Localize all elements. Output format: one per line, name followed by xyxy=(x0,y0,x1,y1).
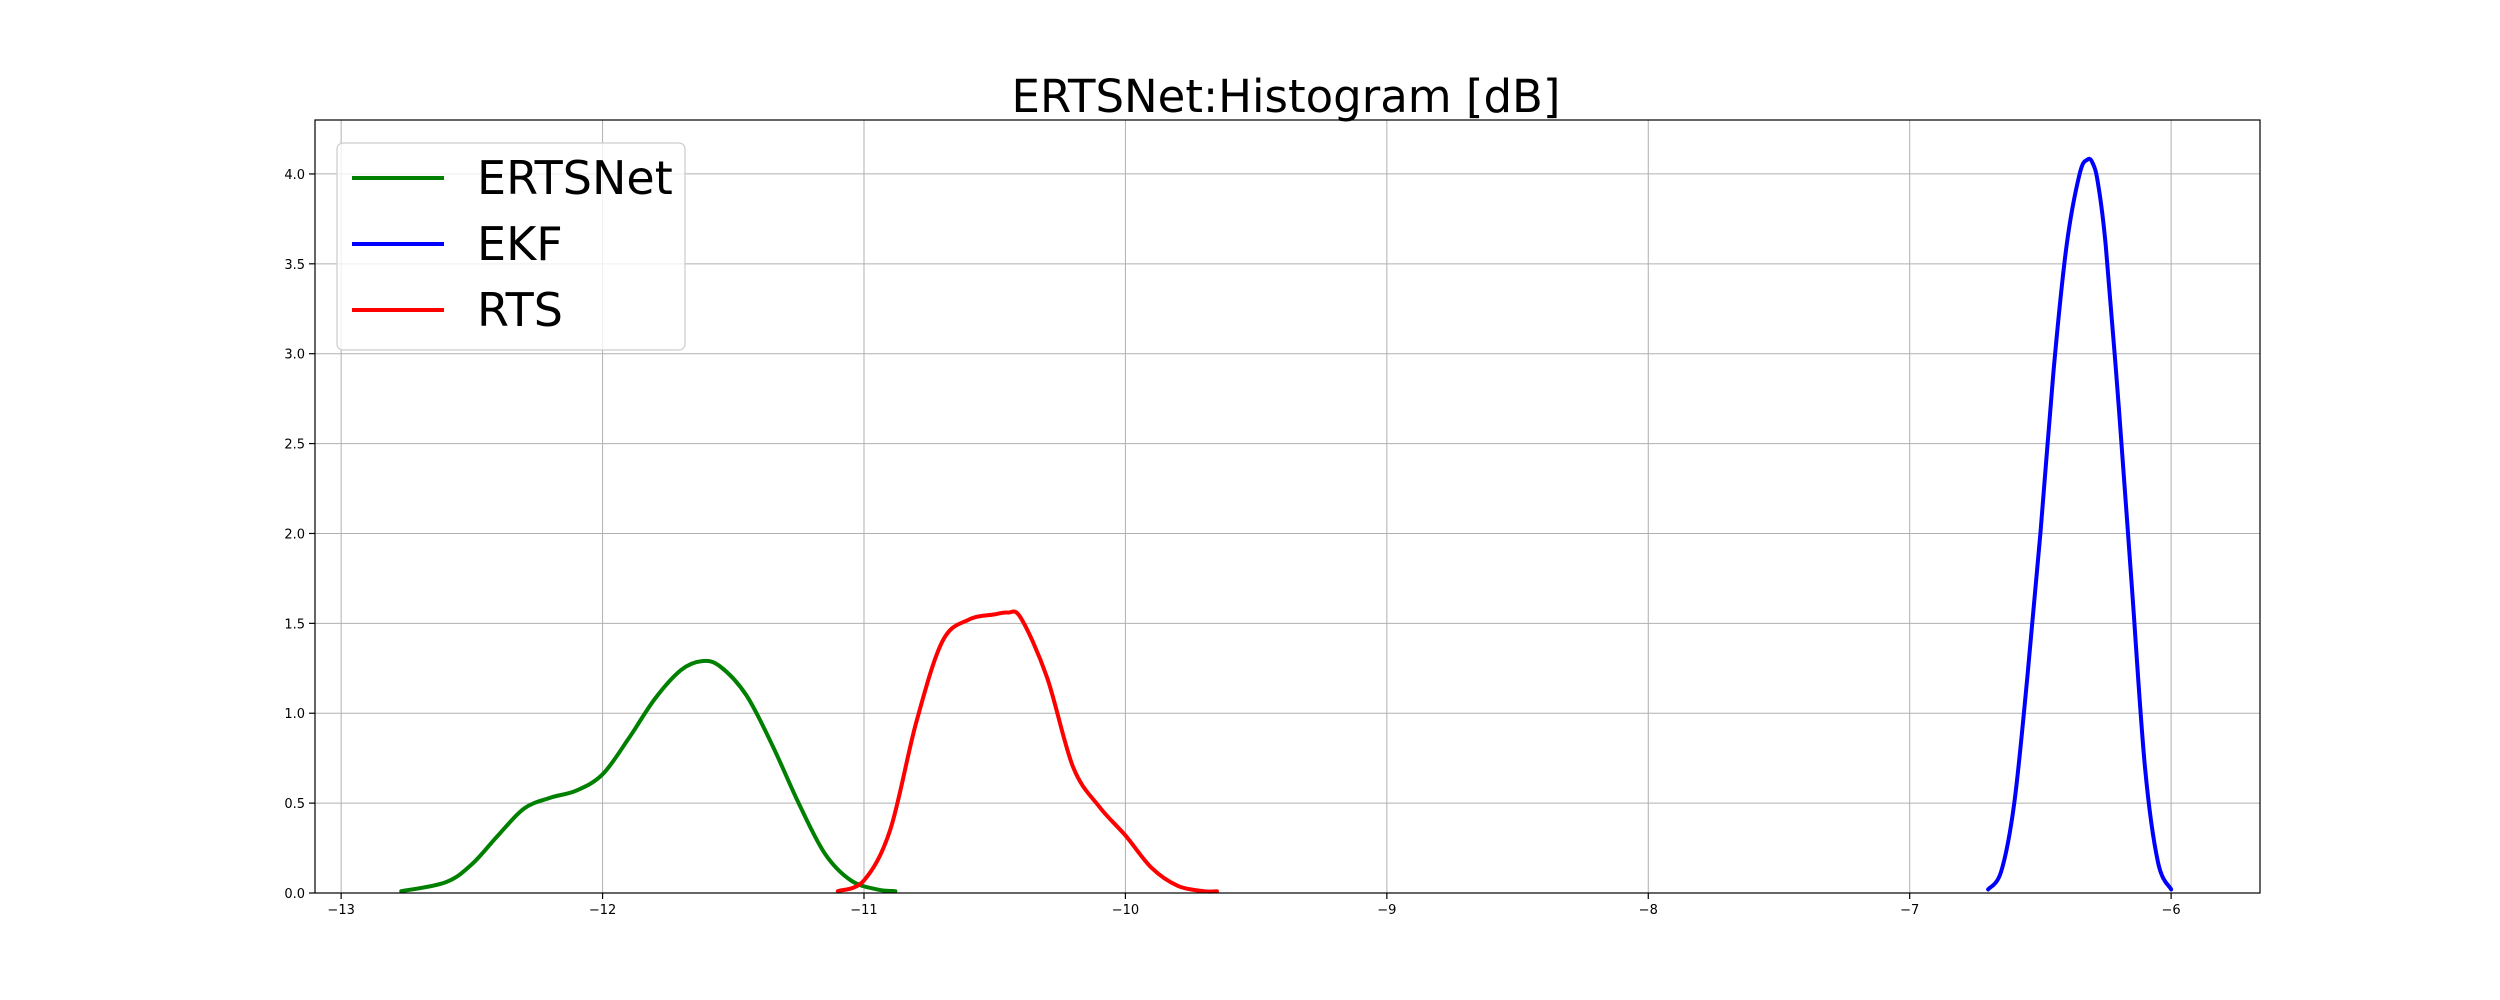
y-tick-label: 4.0 xyxy=(284,168,305,183)
y-tick-label: 2.0 xyxy=(284,527,305,542)
legend-label-ertsnet: ERTSNet xyxy=(477,151,673,205)
y-tick-label: 0.5 xyxy=(284,797,305,812)
chart-title: ERTSNet:Histogram [dB] xyxy=(1012,70,1561,123)
y-tick-label: 0.0 xyxy=(284,887,305,902)
y-tick-label: 2.5 xyxy=(284,438,305,453)
x-tick-label: −6 xyxy=(2162,903,2181,918)
x-tick-label: −12 xyxy=(589,903,616,918)
y-tick-label: 1.0 xyxy=(284,707,305,722)
x-tick-label: −11 xyxy=(850,903,877,918)
x-tick-label: −10 xyxy=(1112,903,1139,918)
y-tick-label: 3.0 xyxy=(284,348,305,363)
y-tick-label: 3.5 xyxy=(284,258,305,273)
legend-label-rts: RTS xyxy=(477,283,563,337)
plot-area-frame xyxy=(314,119,2261,894)
legend-label-ekf: EKF xyxy=(477,217,563,271)
x-axis-ticks: −13 −12 −11 −10 −9 −8 −7 −6 xyxy=(327,893,2181,918)
y-axis-ticks: 0.0 0.5 1.0 1.5 2.0 2.5 3.0 3.5 4.0 xyxy=(284,168,315,902)
grid-lines xyxy=(315,120,2260,894)
x-tick-label: −7 xyxy=(1900,903,1919,918)
x-tick-label: −9 xyxy=(1377,903,1396,918)
series-line-rts xyxy=(835,609,1219,894)
series-line-ertsnet xyxy=(399,658,898,894)
y-tick-label: 1.5 xyxy=(284,617,305,632)
series-line-ekf xyxy=(1986,156,2174,892)
legend: ERTSNet EKF RTS xyxy=(336,142,686,351)
series-lines xyxy=(399,156,2174,894)
x-tick-label: −13 xyxy=(327,903,354,918)
x-tick-label: −8 xyxy=(1639,903,1658,918)
legend-frame xyxy=(336,142,686,351)
